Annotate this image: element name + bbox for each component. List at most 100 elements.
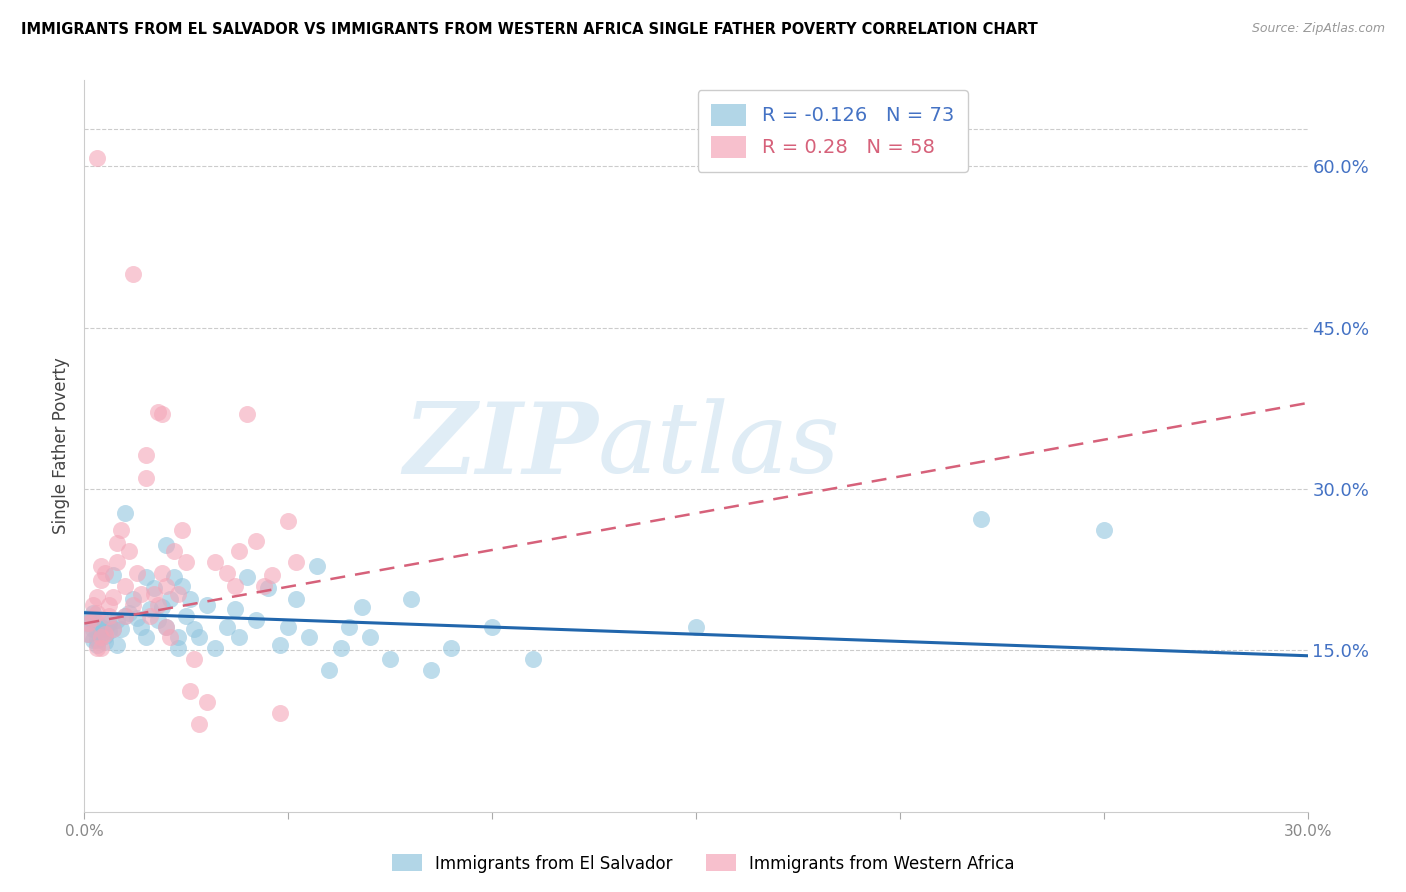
Point (105, 638, 128, 652)
Point (522, 652, 544, 666)
Point (127, 566, 149, 580)
Point (105, 613, 128, 627)
Point (179, 684, 201, 698)
Point (114, 506, 136, 520)
Point (350, 600, 373, 615)
Text: Source: ZipAtlas.com: Source: ZipAtlas.com (1251, 22, 1385, 36)
Point (260, 568, 283, 582)
Point (187, 631, 209, 645)
Point (150, 407, 173, 421)
Point (159, 591, 181, 606)
Point (101, 622, 124, 636)
Point (420, 663, 443, 677)
Point (155, 538, 177, 552)
Point (86, 590, 108, 604)
Point (195, 695, 218, 709)
Point (174, 555, 197, 569)
Point (245, 533, 267, 548)
Point (204, 555, 226, 569)
Point (86, 624, 108, 638)
Point (105, 555, 128, 569)
Legend: R = -0.126   N = 73, R = 0.28   N = 58: R = -0.126 N = 73, R = 0.28 N = 58 (697, 90, 967, 172)
Point (318, 663, 340, 677)
Point (86, 641, 108, 656)
Point (305, 559, 328, 574)
Point (155, 620, 177, 634)
Point (93, 566, 115, 580)
Point (253, 579, 276, 593)
Point (269, 706, 291, 720)
Point (172, 579, 194, 593)
Legend: Immigrants from El Salvador, Immigrants from Western Africa: Immigrants from El Salvador, Immigrants … (385, 847, 1021, 880)
Point (110, 622, 132, 636)
Point (138, 609, 160, 624)
Y-axis label: Single Father Poverty: Single Father Poverty (52, 358, 70, 534)
Point (82, 632, 104, 647)
Point (135, 570, 157, 584)
Point (131, 620, 153, 634)
Point (183, 622, 205, 636)
Point (77, 627, 100, 641)
Point (339, 620, 361, 634)
Point (146, 598, 169, 612)
Point (77, 611, 100, 625)
Point (217, 566, 239, 580)
Point (970, 512, 993, 526)
Point (224, 602, 246, 616)
Point (86, 632, 108, 647)
Point (101, 622, 124, 636)
Point (330, 641, 353, 656)
Point (298, 631, 321, 645)
Point (93, 629, 115, 643)
Point (77, 616, 100, 631)
Point (146, 404, 169, 418)
Point (183, 652, 205, 666)
Point (114, 609, 136, 624)
Point (93, 634, 115, 648)
Point (155, 620, 177, 634)
Point (90, 613, 112, 627)
Point (179, 591, 201, 606)
Point (163, 570, 186, 584)
Point (167, 587, 190, 601)
Point (82, 611, 104, 625)
Point (146, 613, 169, 627)
Point (167, 641, 190, 656)
Point (101, 568, 124, 582)
Text: atlas: atlas (598, 399, 841, 493)
Point (90, 559, 112, 574)
Point (122, 267, 145, 281)
Point (90, 620, 112, 634)
Text: ZIP: ZIP (404, 398, 598, 494)
Point (122, 591, 145, 606)
Point (245, 613, 267, 627)
Point (159, 631, 181, 645)
Point (481, 620, 503, 634)
Point (174, 609, 197, 624)
Point (236, 570, 259, 584)
Point (82, 622, 104, 636)
Point (118, 606, 141, 620)
Point (86, 606, 108, 620)
Point (131, 587, 153, 601)
Point (97, 598, 120, 612)
Point (195, 598, 218, 612)
Point (114, 579, 136, 593)
Point (359, 631, 381, 645)
Point (86, 616, 108, 631)
Point (217, 620, 239, 634)
Point (277, 620, 299, 634)
Point (187, 716, 209, 731)
Point (163, 544, 186, 558)
Point (77, 627, 100, 641)
Point (172, 523, 194, 537)
Point (135, 631, 157, 645)
Text: IMMIGRANTS FROM EL SALVADOR VS IMMIGRANTS FROM WESTERN AFRICA SINGLE FATHER POVE: IMMIGRANTS FROM EL SALVADOR VS IMMIGRANT… (21, 22, 1038, 37)
Point (127, 611, 149, 625)
Point (224, 579, 246, 593)
Point (82, 606, 104, 620)
Point (138, 602, 160, 616)
Point (135, 448, 157, 462)
Point (228, 544, 250, 558)
Point (1092, 523, 1115, 537)
